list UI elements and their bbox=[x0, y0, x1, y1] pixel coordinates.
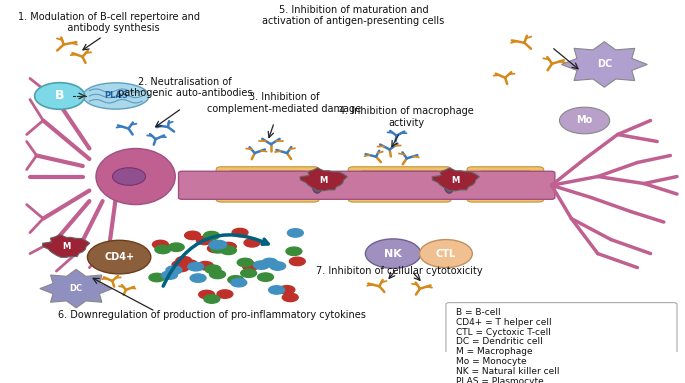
Circle shape bbox=[112, 168, 145, 185]
Circle shape bbox=[282, 293, 298, 301]
Text: M: M bbox=[62, 242, 71, 251]
Ellipse shape bbox=[96, 149, 175, 205]
Circle shape bbox=[237, 258, 253, 267]
Text: 7. Inhibiton of cellular cytotoxicity: 7. Inhibiton of cellular cytotoxicity bbox=[316, 266, 483, 276]
Circle shape bbox=[188, 262, 203, 271]
Circle shape bbox=[279, 286, 295, 294]
Circle shape bbox=[155, 245, 171, 254]
Text: 2. Neutralisation of
pathogenic auto-antibodies: 2. Neutralisation of pathogenic auto-ant… bbox=[118, 77, 252, 98]
Circle shape bbox=[244, 239, 260, 247]
Polygon shape bbox=[300, 168, 347, 191]
Circle shape bbox=[269, 286, 284, 294]
Text: DC = Dendritic cell: DC = Dendritic cell bbox=[456, 337, 543, 346]
Text: DC: DC bbox=[70, 284, 83, 293]
Circle shape bbox=[169, 243, 184, 251]
Circle shape bbox=[365, 239, 421, 268]
Text: 5. Inhibition of maturation and
activation of antigen-presenting cells: 5. Inhibition of maturation and activati… bbox=[262, 5, 445, 26]
Text: M = Macrophage: M = Macrophage bbox=[456, 347, 532, 356]
Circle shape bbox=[560, 107, 610, 134]
Circle shape bbox=[286, 247, 302, 255]
Circle shape bbox=[199, 290, 214, 299]
FancyBboxPatch shape bbox=[467, 167, 544, 202]
Circle shape bbox=[185, 231, 201, 240]
Circle shape bbox=[242, 262, 258, 270]
Text: Mo = Monocyte: Mo = Monocyte bbox=[456, 357, 527, 366]
Text: 1. Modulation of B-cell repertoire and
   antibody synthesis: 1. Modulation of B-cell repertoire and a… bbox=[18, 12, 200, 33]
Circle shape bbox=[162, 271, 177, 279]
Text: NK = Natural killer cell: NK = Natural killer cell bbox=[456, 367, 560, 376]
Circle shape bbox=[240, 269, 257, 277]
Circle shape bbox=[197, 262, 213, 270]
Text: M: M bbox=[320, 175, 328, 185]
Circle shape bbox=[208, 244, 223, 253]
Circle shape bbox=[262, 258, 277, 267]
Circle shape bbox=[153, 240, 169, 249]
Ellipse shape bbox=[445, 177, 454, 193]
Text: CTL: CTL bbox=[436, 249, 456, 259]
Text: PLAS: PLAS bbox=[104, 92, 127, 100]
Text: CTL = Cyctoxic T-cell: CTL = Cyctoxic T-cell bbox=[456, 327, 551, 337]
Circle shape bbox=[288, 229, 303, 237]
Polygon shape bbox=[42, 234, 90, 257]
Polygon shape bbox=[40, 269, 112, 308]
Circle shape bbox=[149, 273, 165, 282]
Circle shape bbox=[221, 242, 236, 251]
Ellipse shape bbox=[312, 177, 322, 193]
Circle shape bbox=[35, 83, 85, 109]
Circle shape bbox=[289, 257, 306, 265]
Circle shape bbox=[203, 231, 219, 240]
Circle shape bbox=[270, 262, 286, 270]
FancyBboxPatch shape bbox=[348, 167, 451, 202]
Text: 4. Inhibition of macrophage
activity: 4. Inhibition of macrophage activity bbox=[339, 106, 474, 128]
Circle shape bbox=[210, 270, 225, 278]
Circle shape bbox=[258, 273, 273, 282]
Circle shape bbox=[205, 265, 221, 273]
Text: DC: DC bbox=[597, 59, 612, 69]
Circle shape bbox=[419, 240, 473, 268]
Circle shape bbox=[190, 274, 206, 282]
Circle shape bbox=[217, 290, 233, 298]
Circle shape bbox=[88, 240, 151, 274]
Text: B = B-cell: B = B-cell bbox=[456, 308, 501, 317]
Polygon shape bbox=[432, 168, 480, 191]
Text: CD4+ = T helper cell: CD4+ = T helper cell bbox=[456, 318, 551, 327]
Circle shape bbox=[228, 276, 244, 284]
Circle shape bbox=[173, 263, 189, 272]
Text: 6. Downregulation of production of pro-inflammatory cytokines: 6. Downregulation of production of pro-i… bbox=[58, 309, 366, 320]
Text: B: B bbox=[55, 90, 64, 103]
Text: CD4+: CD4+ bbox=[104, 252, 134, 262]
Circle shape bbox=[211, 241, 227, 249]
Circle shape bbox=[221, 246, 236, 255]
Text: 3. Inhibition of
complement-mediated damage: 3. Inhibition of complement-mediated dam… bbox=[207, 92, 361, 114]
Circle shape bbox=[210, 244, 227, 253]
Circle shape bbox=[197, 236, 212, 245]
FancyBboxPatch shape bbox=[216, 167, 319, 202]
Text: PLAS = Plasmocyte: PLAS = Plasmocyte bbox=[456, 376, 544, 383]
FancyBboxPatch shape bbox=[179, 171, 555, 199]
Text: Mo: Mo bbox=[577, 116, 593, 126]
Polygon shape bbox=[562, 42, 647, 87]
Text: M: M bbox=[451, 175, 460, 185]
Circle shape bbox=[253, 261, 269, 269]
Text: NK: NK bbox=[384, 249, 402, 259]
Circle shape bbox=[172, 260, 188, 269]
Circle shape bbox=[231, 278, 247, 287]
Ellipse shape bbox=[83, 83, 149, 109]
Circle shape bbox=[182, 260, 197, 268]
Circle shape bbox=[204, 295, 220, 303]
Circle shape bbox=[166, 266, 182, 274]
Circle shape bbox=[232, 228, 248, 237]
Circle shape bbox=[209, 241, 225, 249]
Circle shape bbox=[176, 257, 192, 265]
